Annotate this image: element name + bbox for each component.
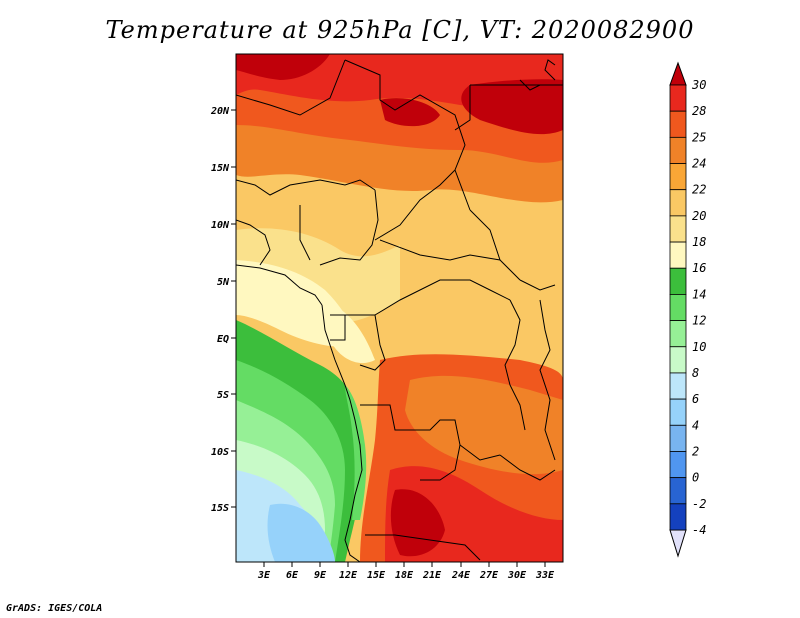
border-congo <box>345 314 386 371</box>
lon-label: 30E <box>507 570 527 581</box>
colorbar-label: 28 <box>692 104 706 118</box>
lat-label: 10N <box>211 220 230 231</box>
map-title: Temperature at 925hPa [C], VT: 202008290… <box>105 16 695 44</box>
colorbar-box <box>669 163 687 191</box>
border-a <box>236 59 346 116</box>
colorbar-label: 10 <box>692 340 706 354</box>
colorbar-label: 4 <box>692 418 699 432</box>
border-gabon <box>330 314 346 341</box>
border-g <box>319 189 379 266</box>
lon-label: 27E <box>479 570 499 581</box>
colorbar-box <box>669 424 687 452</box>
border-b <box>344 59 471 211</box>
lon-label: 24E <box>451 570 471 581</box>
lat-label: 5N <box>217 277 230 288</box>
lon-label: 15E <box>367 570 386 581</box>
grads-credit: GrADS: IGES/COLA <box>6 603 103 614</box>
hot-south <box>390 489 445 557</box>
colorbar-top-arrow <box>669 61 687 86</box>
colorbar-label: 25 <box>692 130 706 144</box>
colorbar-box <box>669 84 687 112</box>
lon-label: 6E <box>286 570 299 581</box>
colorbar-boxes <box>669 84 687 531</box>
lon-label: 9E <box>314 570 327 581</box>
lat-label: 15S <box>211 503 229 514</box>
lat-label: 5S <box>217 390 229 401</box>
colorbar-label: 20 <box>692 209 706 223</box>
temperature-field <box>236 54 563 562</box>
lon-label: 21E <box>422 570 442 581</box>
coast-strip <box>345 385 367 520</box>
colorbar-label: 6 <box>692 392 699 406</box>
map-frame <box>235 53 564 563</box>
border-h <box>236 219 271 266</box>
colorbar-box <box>669 136 687 164</box>
lat-label: 15N <box>211 163 230 174</box>
lat-label: EQ <box>217 334 229 345</box>
sea-6 <box>267 503 335 562</box>
border-car-drc <box>374 279 511 316</box>
border-angola-drc <box>360 404 501 461</box>
colorbar-label: -2 <box>692 497 706 511</box>
colorbar-label: 30 <box>691 78 706 92</box>
lon-label: 12E <box>339 570 358 581</box>
colorbar-box <box>669 503 687 531</box>
border-e <box>374 169 456 241</box>
colorbar-box <box>669 320 687 348</box>
colorbar-label: 22 <box>692 183 706 197</box>
coast-gulf <box>236 264 323 306</box>
border-k <box>469 209 501 261</box>
colorbar-box <box>669 110 687 138</box>
hot-nw <box>236 54 330 80</box>
colorbar-bottom-arrow <box>669 529 687 558</box>
border-namibia <box>365 534 481 561</box>
colorbar-box <box>669 189 687 217</box>
colorbar-label: 24 <box>692 157 706 171</box>
colorbar-label: -4 <box>692 523 706 537</box>
border-zambia <box>499 454 556 481</box>
colorbar-box <box>669 372 687 400</box>
hot-ne <box>461 79 563 135</box>
colorbar-box <box>669 477 687 505</box>
colorbar-label: 12 <box>692 314 706 328</box>
border-d <box>454 85 471 131</box>
hot-center-n <box>380 98 440 127</box>
colorbar-box <box>669 267 687 295</box>
coastline-west <box>321 304 363 562</box>
lat-axis: 20N 15N 10N 5N EQ 5S 10S 15S <box>210 106 236 514</box>
colorbar-label: 0 <box>692 471 699 485</box>
band-18b <box>319 300 375 364</box>
band-south-24 <box>405 375 563 475</box>
border-j <box>379 239 521 281</box>
colorbar-label: 16 <box>692 261 706 275</box>
colorbar-box <box>669 346 687 374</box>
lon-label: 18E <box>395 570 414 581</box>
colorbar-label: 2 <box>692 444 699 458</box>
lon-axis: 3E 6E 9E 12E 15E 18E 21E 24E 27E 30E 33E <box>257 562 555 581</box>
border-drc-east <box>504 299 526 431</box>
border-i <box>299 205 311 261</box>
colorbar-box <box>669 451 687 479</box>
colorbar-box <box>669 241 687 269</box>
border-l <box>519 279 556 291</box>
colorbar-box <box>669 215 687 243</box>
lat-label: 20N <box>210 106 230 117</box>
border-angola-zambia <box>420 444 461 481</box>
border-ne <box>544 59 556 81</box>
colorbar-label: 18 <box>692 235 706 249</box>
lat-label: 10S <box>211 447 229 458</box>
border-lakes <box>539 299 556 461</box>
lon-label: 3E <box>257 570 271 581</box>
colorbar-box <box>669 294 687 321</box>
colorbar-label: 8 <box>692 366 699 380</box>
colorbar-label: 14 <box>692 287 706 301</box>
border-nile <box>519 79 541 91</box>
borders <box>236 59 563 562</box>
lon-label: 33E <box>535 570 555 581</box>
colorbar-box <box>669 398 687 426</box>
border-f <box>236 179 376 196</box>
